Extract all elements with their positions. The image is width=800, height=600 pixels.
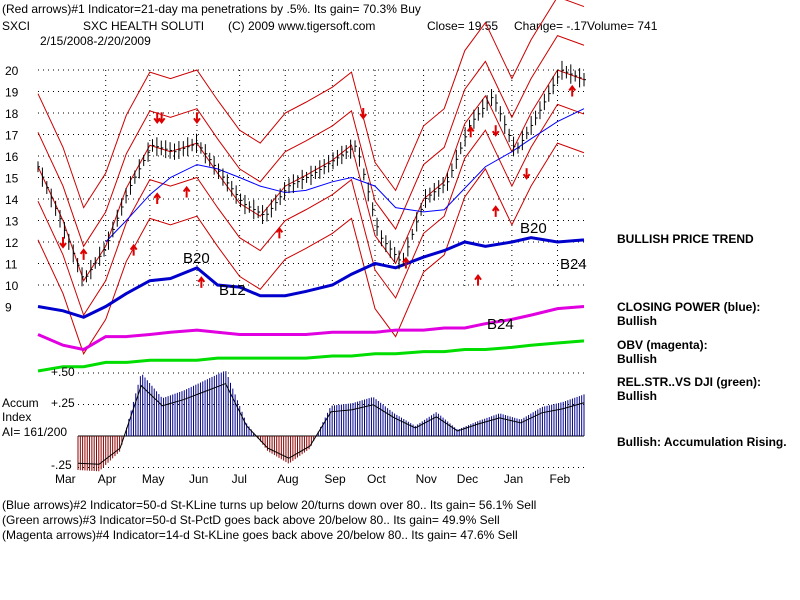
blue-arrows-indicator-line: (Blue arrows)#2 Indicator=50-d St-KLine … [2, 498, 537, 512]
month-label-mar: Mar [55, 472, 76, 486]
signal-arrow-head-5 [193, 117, 201, 124]
accum-ma-line [77, 382, 585, 465]
axis-ticks: 9 10 11 12 13 14 15 16 17 18 19 20 Mar Apr May Jun Jul Au… [5, 64, 571, 486]
obv-line [37, 305, 585, 352]
closing-power-value: Bullish [617, 314, 658, 328]
signal-arrow-head-0 [59, 242, 67, 249]
accum-tick-minus25: -.25 [51, 458, 72, 472]
accum-tick-plus25: +.25 [51, 396, 75, 410]
price-tick-12: 12 [5, 236, 19, 250]
price-tick-19: 19 [5, 86, 19, 100]
annotation-b24-right: B24 [560, 256, 587, 273]
month-label-jan: Jan [504, 472, 523, 486]
rel-strength-line [37, 339, 585, 373]
signal-arrow-head-10 [491, 130, 500, 137]
closing-power-line [37, 236, 585, 319]
month-label-dec: Dec [457, 472, 478, 486]
obv-value: Bullish [617, 352, 658, 366]
rel-strength-value: Bullish [617, 389, 658, 403]
price-tick-18: 18 [5, 107, 19, 121]
month-label-jul: Jul [232, 472, 247, 486]
month-label-apr: Apr [98, 472, 117, 486]
magenta-arrows-indicator-line: (Magenta arrows)#4 Indicator=14-d St-KLi… [2, 528, 518, 542]
annotation-b24-low: B24 [487, 316, 514, 333]
company-name: SXC HEALTH SOLUTI [83, 19, 205, 33]
rel-strength-label: REL.STR..VS DJI (green): [617, 375, 762, 389]
volume-value: Volume= 741 [587, 19, 658, 33]
price-tick-14: 14 [5, 193, 19, 207]
accum-title-line2: Index [2, 410, 32, 424]
month-label-sep: Sep [324, 472, 346, 486]
price-tick-17: 17 [5, 129, 19, 143]
accum-ai-reading: AI= 161/200 [2, 425, 68, 439]
ma50-line [105, 108, 585, 243]
accum-tick-plus50: +.50 [51, 365, 75, 379]
price-bars [37, 60, 586, 287]
signal-arrow-head-3 [157, 117, 166, 124]
signal-arrows [59, 84, 577, 288]
month-label-may: May [142, 472, 165, 486]
ticker-symbol: SXCI [2, 19, 31, 33]
signal-arrow-head-6 [182, 185, 191, 193]
signal-arrow-head-17 [197, 276, 206, 283]
copyright-text: (C) 2009 www.tigersoft.com [228, 19, 376, 33]
signal-arrow-head-8 [359, 113, 368, 120]
signal-arrow-head-1 [79, 248, 88, 255]
red-arrows-indicator-line: (Red arrows)#1 Indicator=21-day ma penet… [2, 2, 421, 16]
month-label-feb: Feb [550, 472, 571, 486]
accumulation-note: Bullish: Accumulation Rising. [617, 435, 787, 449]
date-range: 2/15/2008-2/20/2009 [40, 34, 151, 48]
outer-upper-band [37, 0, 585, 209]
chart-grid [38, 69, 584, 468]
bullish-price-trend-label: BULLISH PRICE TREND [617, 232, 754, 246]
price-tick-9: 9 [5, 301, 12, 315]
annotation-b20-right: B20 [520, 220, 547, 237]
month-label-nov: Nov [416, 472, 437, 486]
month-label-aug: Aug [277, 472, 298, 486]
accumulation-index-histogram [77, 371, 585, 472]
upper-band [37, 34, 585, 248]
month-label-oct: Oct [367, 472, 386, 486]
accum-title-line1: Accum [2, 396, 39, 410]
signal-arrow-head-12 [466, 125, 475, 132]
price-tick-16: 16 [5, 150, 19, 164]
price-tick-13: 13 [5, 215, 19, 229]
signal-arrow-head-14 [491, 205, 500, 212]
price-tick-11: 11 [5, 258, 18, 272]
chart-lines [37, 0, 585, 465]
price-tick-15: 15 [5, 172, 19, 186]
obv-label: OBV (magenta): [617, 338, 708, 352]
signal-arrow-head-7 [275, 226, 284, 233]
price-tick-20: 20 [5, 64, 19, 78]
green-arrows-indicator-line: (Green arrows)#3 Indicator=50-d St-PctD … [2, 513, 500, 527]
signal-arrow-head-9 [402, 256, 410, 264]
month-label-jun: Jun [189, 472, 208, 486]
signal-arrow-head-4 [153, 192, 162, 199]
annotation-b12: B12 [219, 282, 246, 299]
price-tick-10: 10 [5, 279, 19, 293]
signal-arrow-head-11 [522, 173, 531, 180]
annotation-b20-left: B20 [183, 250, 210, 267]
outer-lower-band [37, 142, 585, 355]
closing-power-label: CLOSING POWER (blue): [617, 300, 761, 314]
signal-arrow-head-16 [129, 243, 138, 251]
signal-arrow-head-13 [474, 274, 482, 281]
signal-arrow-head-15 [568, 84, 577, 92]
change-value: Change= -.17 [514, 19, 588, 33]
lower-band [37, 103, 585, 317]
